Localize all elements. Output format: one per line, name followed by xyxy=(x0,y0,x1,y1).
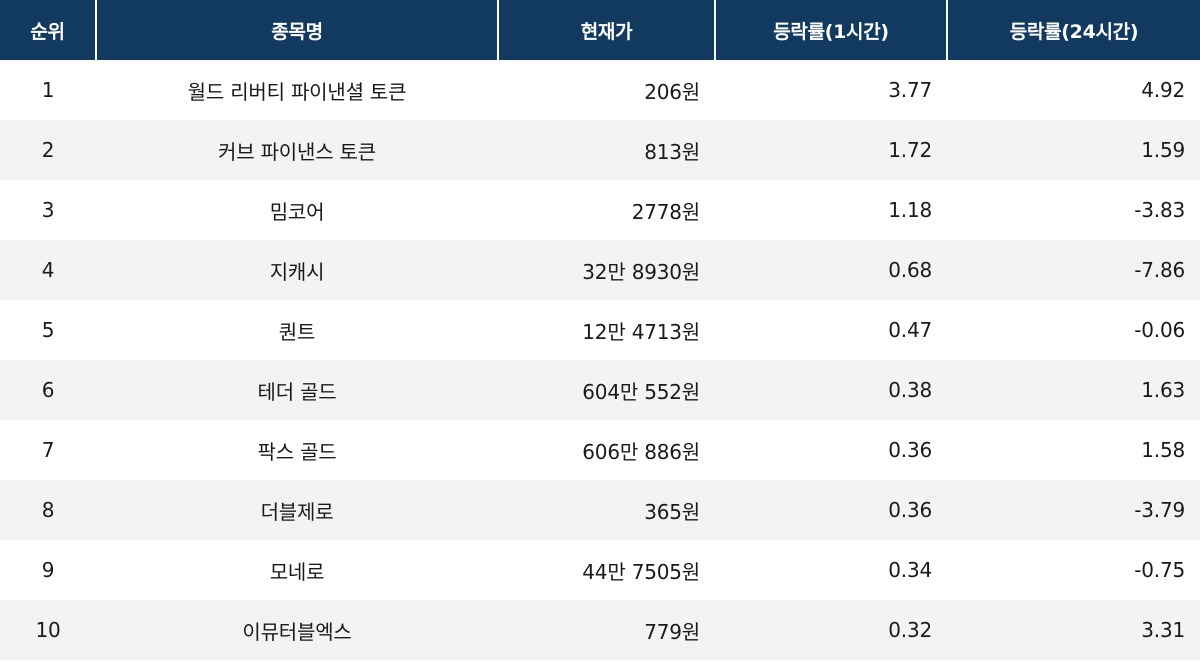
cell-price: 206원 xyxy=(644,79,700,104)
cell-coin-name[interactable]: 월드 리버티 파이낸셜 토큰 xyxy=(187,79,407,104)
cell-coin-name[interactable]: 커브 파이낸스 토큰 xyxy=(218,139,376,164)
cell-price: 2778원 xyxy=(631,199,701,224)
cell-rank: 7 xyxy=(41,438,55,462)
table-row[interactable]: 8 더블제로 365원 0.36 -3.79 xyxy=(0,480,1200,540)
table-row[interactable]: 2 커브 파이낸스 토큰 813원 1.72 1.59 xyxy=(0,120,1200,180)
cell-change-1h: 0.38 xyxy=(888,378,932,402)
table-header-row: 순위 종목명 현재가 등락률(1시간) 등락률(24시간) xyxy=(0,0,1200,60)
cell-rank: 4 xyxy=(41,258,55,282)
cell-change-24h: 3.31 xyxy=(1141,618,1185,642)
table-row[interactable]: 5 퀀트 12만 4713원 0.47 -0.06 xyxy=(0,300,1200,360)
cell-price: 606만 886원 xyxy=(582,439,700,464)
column-header-change-24h[interactable]: 등락률(24시간) xyxy=(947,0,1200,60)
cell-change-24h: 4.92 xyxy=(1141,78,1185,102)
cell-rank: 6 xyxy=(41,378,55,402)
cell-change-24h: 1.58 xyxy=(1141,438,1185,462)
table-row[interactable]: 9 모네로 44만 7505원 0.34 -0.75 xyxy=(0,540,1200,600)
cell-change-1h: 1.18 xyxy=(888,198,932,222)
cell-rank: 10 xyxy=(35,618,61,642)
cell-coin-name[interactable]: 모네로 xyxy=(269,559,325,584)
cell-change-24h: 1.59 xyxy=(1141,138,1185,162)
cell-coin-name[interactable]: 테더 골드 xyxy=(257,379,337,404)
cell-change-24h: -7.86 xyxy=(1134,258,1185,282)
cell-price: 365원 xyxy=(644,499,700,524)
cell-rank: 5 xyxy=(41,318,55,342)
cell-rank: 1 xyxy=(41,78,55,102)
table-body: 1 월드 리버티 파이낸셜 토큰 206원 3.77 4.92 2 커브 파이낸… xyxy=(0,60,1200,660)
cell-change-1h: 0.32 xyxy=(888,618,932,642)
table-row[interactable]: 4 지캐시 32만 8930원 0.68 -7.86 xyxy=(0,240,1200,300)
column-header-rank[interactable]: 순위 xyxy=(0,0,97,60)
cell-rank: 2 xyxy=(41,138,55,162)
cell-change-24h: 1.63 xyxy=(1141,378,1185,402)
cell-coin-name[interactable]: 팍스 골드 xyxy=(257,439,337,464)
table-row[interactable]: 6 테더 골드 604만 552원 0.38 1.63 xyxy=(0,360,1200,420)
cell-change-1h: 0.68 xyxy=(888,258,932,282)
cell-coin-name[interactable]: 더블제로 xyxy=(260,499,334,524)
table-row[interactable]: 7 팍스 골드 606만 886원 0.36 1.58 xyxy=(0,420,1200,480)
cell-change-24h: -3.79 xyxy=(1134,498,1185,522)
cell-rank: 3 xyxy=(41,198,55,222)
column-header-price[interactable]: 현재가 xyxy=(498,0,716,60)
column-header-change-1h[interactable]: 등락률(1시간) xyxy=(715,0,948,60)
table-row[interactable]: 10 이뮤터블엑스 779원 0.32 3.31 xyxy=(0,600,1200,660)
cell-price: 12만 4713원 xyxy=(582,319,700,344)
cell-change-1h: 3.77 xyxy=(888,78,932,102)
cell-change-24h: -0.75 xyxy=(1134,558,1185,582)
cell-price: 32만 8930원 xyxy=(582,259,700,284)
cell-change-24h: -0.06 xyxy=(1134,318,1185,342)
cell-price: 779원 xyxy=(644,619,700,644)
table-row[interactable]: 1 월드 리버티 파이낸셜 토큰 206원 3.77 4.92 xyxy=(0,60,1200,120)
cell-change-1h: 0.36 xyxy=(888,438,932,462)
table-header: 순위 종목명 현재가 등락률(1시간) 등락률(24시간) xyxy=(0,0,1200,60)
table-row[interactable]: 3 밈코어 2778원 1.18 -3.83 xyxy=(0,180,1200,240)
cell-coin-name[interactable]: 이뮤터블엑스 xyxy=(242,619,352,644)
column-header-name[interactable]: 종목명 xyxy=(96,0,499,60)
cell-coin-name[interactable]: 지캐시 xyxy=(269,259,325,284)
cell-rank: 9 xyxy=(41,558,55,582)
cell-rank: 8 xyxy=(41,498,55,522)
cell-change-1h: 0.34 xyxy=(888,558,932,582)
cell-price: 604만 552원 xyxy=(582,379,700,404)
cell-coin-name[interactable]: 퀀트 xyxy=(278,319,316,344)
cell-price: 813원 xyxy=(644,139,700,164)
cell-coin-name[interactable]: 밈코어 xyxy=(269,199,325,224)
cell-change-1h: 0.36 xyxy=(888,498,932,522)
cell-price: 44만 7505원 xyxy=(582,559,700,584)
cell-change-1h: 0.47 xyxy=(888,318,932,342)
cell-change-24h: -3.83 xyxy=(1134,198,1185,222)
cell-change-1h: 1.72 xyxy=(888,138,932,162)
